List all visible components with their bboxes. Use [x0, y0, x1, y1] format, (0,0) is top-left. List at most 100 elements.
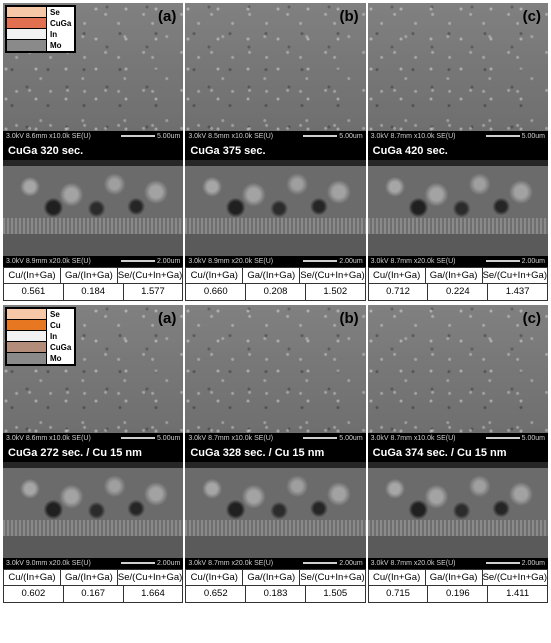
td: 0.167: [63, 586, 123, 601]
panel-1a: Se Cu In CuGa Mo (a) 3.0kV 8.6mm x10.0k …: [3, 305, 183, 603]
ratio-table-header: Cu/(In+Ga) Ga/(In+Ga) Se/(Cu+In+Ga): [185, 267, 365, 284]
legend-swatch: [7, 29, 47, 40]
meta-left: 3.0kV 9.0mm x20.0k SE(U): [6, 560, 91, 567]
sem-cross-0a: [3, 160, 183, 256]
meta-left: 3.0kV 8.7mm x10.0k SE(U): [371, 435, 456, 442]
td: 0.602: [4, 586, 63, 601]
legend-swatch: [7, 342, 47, 353]
meta-scale: 2.00um: [118, 560, 180, 567]
legend-swatch: [7, 320, 47, 331]
legend-swatch: [7, 331, 47, 342]
meta-scale: 2.00um: [483, 258, 545, 265]
sem-cross-0c: [368, 160, 548, 256]
legend-label: CuGa: [47, 343, 74, 352]
sem-cross-1b: [185, 462, 365, 558]
sem-top-1c: (c): [368, 305, 548, 433]
meta-scale: 5.00um: [118, 133, 180, 140]
td: 0.196: [427, 586, 487, 601]
td: 1.664: [123, 586, 183, 601]
panel-0a: SeSe CuGa In Mo (a) 3.0kV 8.6mm x10.0k S…: [3, 3, 183, 301]
legend-label: Mo: [47, 354, 65, 363]
panel-caption: CuGa 375 sec.: [185, 142, 365, 160]
legend-label: Se: [47, 310, 63, 319]
legend-swatch: [7, 40, 47, 51]
th: Se/(Cu+In+Ga): [299, 570, 364, 585]
th: Ga/(In+Ga): [60, 268, 117, 283]
meta-scale: 2.00um: [300, 258, 362, 265]
th: Se/(Cu+In+Ga): [117, 268, 182, 283]
panel-tag: (a): [155, 309, 179, 328]
panel-tag: (c): [520, 309, 544, 328]
sem-meta: 3.0kV 8.6mm x10.0k SE(U) 5.00um: [3, 433, 183, 444]
sem-meta: 3.0kV 8.6mm x10.0k SE(U) 5.00um: [3, 131, 183, 142]
sem-top-1a: Se Cu In CuGa Mo (a): [3, 305, 183, 433]
sem-cross-0b: [185, 160, 365, 256]
td: 0.712: [369, 284, 428, 299]
td: 0.652: [186, 586, 245, 601]
panel-caption: CuGa 328 sec. / Cu 15 nm: [185, 444, 365, 462]
ratio-table-values: 0.602 0.167 1.664: [3, 586, 183, 602]
td: 1.411: [487, 586, 547, 601]
meta-left: 3.0kV 8.7mm x10.0k SE(U): [188, 435, 273, 442]
legend-label: In: [47, 30, 60, 39]
sem-top-0b: (b): [185, 3, 365, 131]
th: Ga/(In+Ga): [242, 570, 299, 585]
legend-1: Se Cu In CuGa Mo: [5, 307, 76, 366]
ratio-table-values: 0.652 0.183 1.505: [185, 586, 365, 602]
legend-label: Cu: [47, 321, 64, 330]
td: 0.184: [63, 284, 123, 299]
sem-top-0a: SeSe CuGa In Mo (a): [3, 3, 183, 131]
meta-left: 3.0kV 8.6mm x10.0k SE(U): [6, 133, 91, 140]
legend-label: Se: [47, 8, 63, 17]
th: Se/(Cu+In+Ga): [117, 570, 182, 585]
meta-left: 3.0kV 8.9mm x20.0k SE(U): [188, 258, 273, 265]
ratio-table-values: 0.712 0.224 1.437: [368, 284, 548, 300]
legend-label: Mo: [47, 41, 65, 50]
sem-meta: 3.0kV 8.7mm x20.0k SE(U) 2.00um: [368, 256, 548, 267]
meta-scale: 5.00um: [118, 435, 180, 442]
meta-left: 3.0kV 8.7mm x20.0k SE(U): [188, 560, 273, 567]
th: Se/(Cu+In+Ga): [299, 268, 364, 283]
panel-tag: (b): [337, 309, 362, 328]
legend-0: SeSe CuGa In Mo: [5, 5, 76, 53]
th: Cu/(In+Ga): [4, 268, 60, 283]
td: 0.224: [427, 284, 487, 299]
td: 1.437: [487, 284, 547, 299]
panel-0c: (c) 3.0kV 8.7mm x10.0k SE(U) 5.00um CuGa…: [368, 3, 548, 301]
meta-left: 3.0kV 8.7mm x20.0k SE(U): [371, 258, 456, 265]
ratio-table-header: Cu/(In+Ga) Ga/(In+Ga) Se/(Cu+In+Ga): [368, 569, 548, 586]
sem-meta: 3.0kV 8.7mm x10.0k SE(U) 5.00um: [368, 433, 548, 444]
block-1: Se Cu In CuGa Mo (a) 3.0kV 8.6mm x10.0k …: [3, 305, 548, 603]
block-1-row: Se Cu In CuGa Mo (a) 3.0kV 8.6mm x10.0k …: [3, 305, 548, 603]
meta-scale: 5.00um: [483, 435, 545, 442]
meta-scale: 2.00um: [483, 560, 545, 567]
td: 0.715: [369, 586, 428, 601]
block-0: SeSe CuGa In Mo (a) 3.0kV 8.6mm x10.0k S…: [3, 3, 548, 301]
legend-swatch: [7, 18, 47, 29]
sem-meta: 3.0kV 8.7mm x10.0k SE(U) 5.00um: [368, 131, 548, 142]
sem-meta: 3.0kV 8.7mm x10.0k SE(U) 5.00um: [185, 433, 365, 444]
td: 0.183: [245, 586, 305, 601]
th: Se/(Cu+In+Ga): [482, 268, 547, 283]
td: 0.208: [245, 284, 305, 299]
th: Ga/(In+Ga): [425, 570, 482, 585]
legend-label: CuGa: [47, 19, 74, 28]
th: Cu/(In+Ga): [186, 268, 242, 283]
th: Ga/(In+Ga): [242, 268, 299, 283]
td: 1.577: [123, 284, 183, 299]
sem-top-0c: (c): [368, 3, 548, 131]
ratio-table-values: 0.660 0.208 1.502: [185, 284, 365, 300]
th: Se/(Cu+In+Ga): [482, 570, 547, 585]
th: Ga/(In+Ga): [60, 570, 117, 585]
sem-meta: 3.0kV 8.5mm x10.0k SE(U) 5.00um: [185, 131, 365, 142]
panel-1c: (c) 3.0kV 8.7mm x10.0k SE(U) 5.00um CuGa…: [368, 305, 548, 603]
meta-left: 3.0kV 8.7mm x20.0k SE(U): [371, 560, 456, 567]
panel-caption: CuGa 374 sec. / Cu 15 nm: [368, 444, 548, 462]
sem-cross-1c: [368, 462, 548, 558]
legend-swatch: [7, 353, 47, 364]
legend-swatch: [7, 309, 47, 320]
meta-left: 3.0kV 8.9mm x20.0k SE(U): [6, 258, 91, 265]
meta-scale: 2.00um: [118, 258, 180, 265]
sem-meta: 3.0kV 8.9mm x20.0k SE(U) 2.00um: [3, 256, 183, 267]
sem-meta: 3.0kV 8.9mm x20.0k SE(U) 2.00um: [185, 256, 365, 267]
